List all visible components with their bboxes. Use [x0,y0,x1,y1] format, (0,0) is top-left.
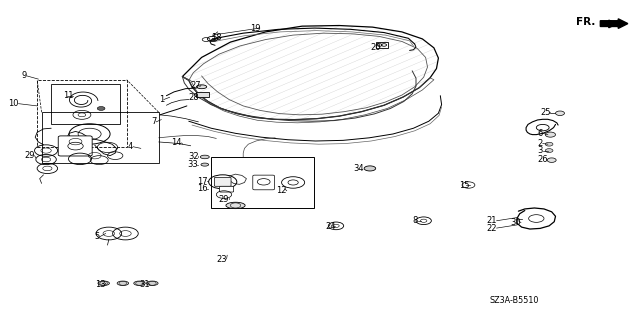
Bar [51,84,120,124]
Text: 12: 12 [276,186,287,195]
Circle shape [545,132,556,137]
Ellipse shape [147,281,158,286]
Text: 26: 26 [538,155,548,164]
FancyBboxPatch shape [253,175,275,190]
FancyBboxPatch shape [220,186,234,192]
Text: 11: 11 [63,91,73,100]
FancyArrow shape [600,19,628,28]
Text: 15: 15 [460,181,470,189]
Text: 21: 21 [486,216,497,225]
Text: 17: 17 [197,177,208,186]
Text: 24: 24 [325,222,335,231]
Ellipse shape [200,155,209,159]
Text: 31: 31 [140,280,150,289]
Text: 2: 2 [538,139,543,148]
FancyBboxPatch shape [196,92,209,97]
FancyBboxPatch shape [214,177,231,186]
Ellipse shape [364,166,376,171]
Text: FR.: FR. [576,17,595,27]
Circle shape [97,107,105,110]
Text: 23: 23 [216,255,227,263]
Text: 14: 14 [172,138,182,147]
Text: 29: 29 [24,151,35,160]
FancyBboxPatch shape [58,136,92,156]
Ellipse shape [98,281,109,286]
Text: SZ3A-B5510: SZ3A-B5510 [490,296,539,305]
Circle shape [556,111,564,115]
Ellipse shape [134,281,145,286]
Text: 20: 20 [370,43,380,52]
Text: 28: 28 [188,93,199,102]
Text: 4: 4 [128,142,133,151]
Text: 8: 8 [413,216,418,225]
Text: 33: 33 [187,160,198,169]
Text: 16: 16 [197,184,208,193]
Text: 18: 18 [211,33,222,42]
Text: 25: 25 [540,108,550,117]
Ellipse shape [196,85,207,89]
Text: 7: 7 [151,117,156,126]
Text: 22: 22 [486,224,497,233]
Text: 6: 6 [538,129,543,138]
Text: 10: 10 [8,99,19,108]
Circle shape [545,149,553,152]
Text: 32: 32 [188,152,199,161]
Text: 34: 34 [353,164,364,173]
Text: 27: 27 [191,81,202,90]
Bar [211,157,314,208]
FancyBboxPatch shape [376,42,388,48]
Bar [37,80,127,147]
Text: 9: 9 [22,71,27,80]
Text: 5: 5 [95,232,100,241]
Ellipse shape [201,163,209,166]
Text: 29: 29 [219,195,229,204]
Circle shape [547,158,556,162]
Ellipse shape [226,202,245,209]
Ellipse shape [117,281,129,286]
Bar [42,112,159,163]
Text: 19: 19 [250,24,260,33]
Circle shape [545,142,553,146]
Text: 3: 3 [538,146,543,155]
Text: 30: 30 [511,218,522,227]
Text: 13: 13 [95,280,106,289]
Text: 1: 1 [159,95,164,104]
